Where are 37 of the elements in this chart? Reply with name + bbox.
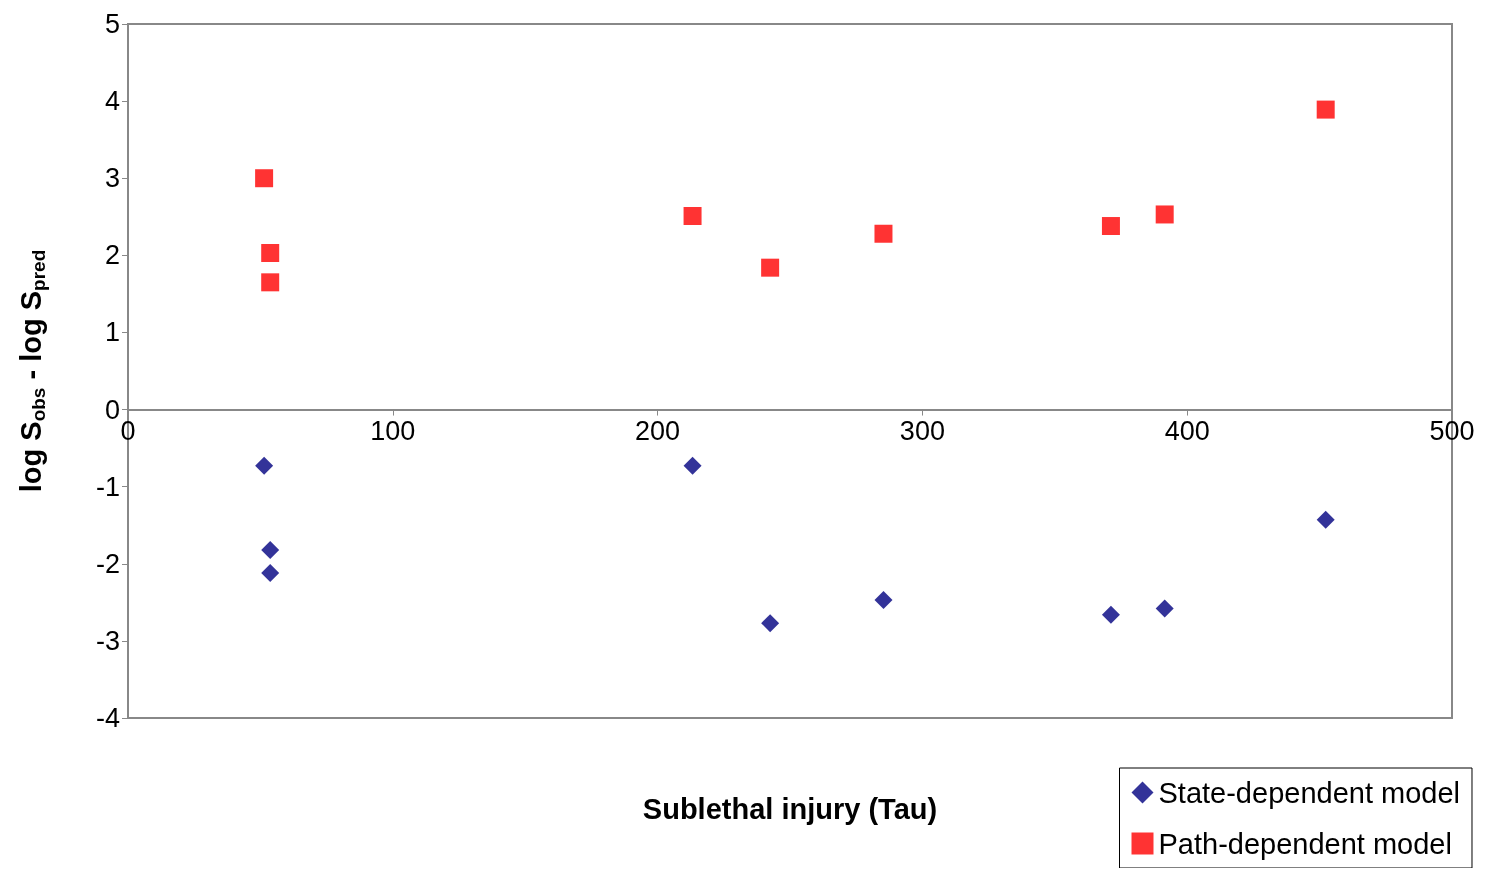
x-tick-label: 500 <box>1429 416 1475 447</box>
y-tick-label: -2 <box>95 548 120 579</box>
point <box>683 456 702 475</box>
y-tick-label: 4 <box>104 86 120 117</box>
y-tick-label: 0 <box>104 394 120 425</box>
point <box>261 244 280 263</box>
y-tick-label: 3 <box>104 163 120 194</box>
point <box>255 169 274 188</box>
y-tick-label: 2 <box>104 240 120 271</box>
point <box>761 614 780 633</box>
point <box>261 273 280 292</box>
x-tick-label: 400 <box>1164 416 1210 447</box>
point <box>761 258 780 277</box>
point <box>1101 605 1120 624</box>
point <box>683 207 702 226</box>
legend-label: State-dependent model <box>1158 776 1460 809</box>
y-axis-title: log Sobs - log Spred <box>14 249 49 493</box>
point <box>1155 205 1174 224</box>
x-tick-label: 300 <box>899 416 945 447</box>
point <box>1155 599 1174 618</box>
point <box>255 456 274 475</box>
point <box>874 591 893 610</box>
x-tick-label: 100 <box>370 416 416 447</box>
y-tick-label: 5 <box>104 9 120 39</box>
point <box>1316 100 1335 119</box>
point <box>261 564 280 583</box>
y-tick-label: -4 <box>95 703 120 733</box>
y-tick-label: -1 <box>95 471 120 502</box>
x-tick-label: 200 <box>635 416 681 447</box>
point <box>874 224 893 243</box>
legend-label: Path-dependent model <box>1158 827 1452 860</box>
point <box>261 540 280 559</box>
x-axis-title: Sublethal injury (Tau) <box>642 793 938 826</box>
y-tick-label: 1 <box>104 317 120 348</box>
y-tick-label: -3 <box>95 625 120 656</box>
point <box>1316 510 1335 529</box>
point <box>1101 217 1120 236</box>
